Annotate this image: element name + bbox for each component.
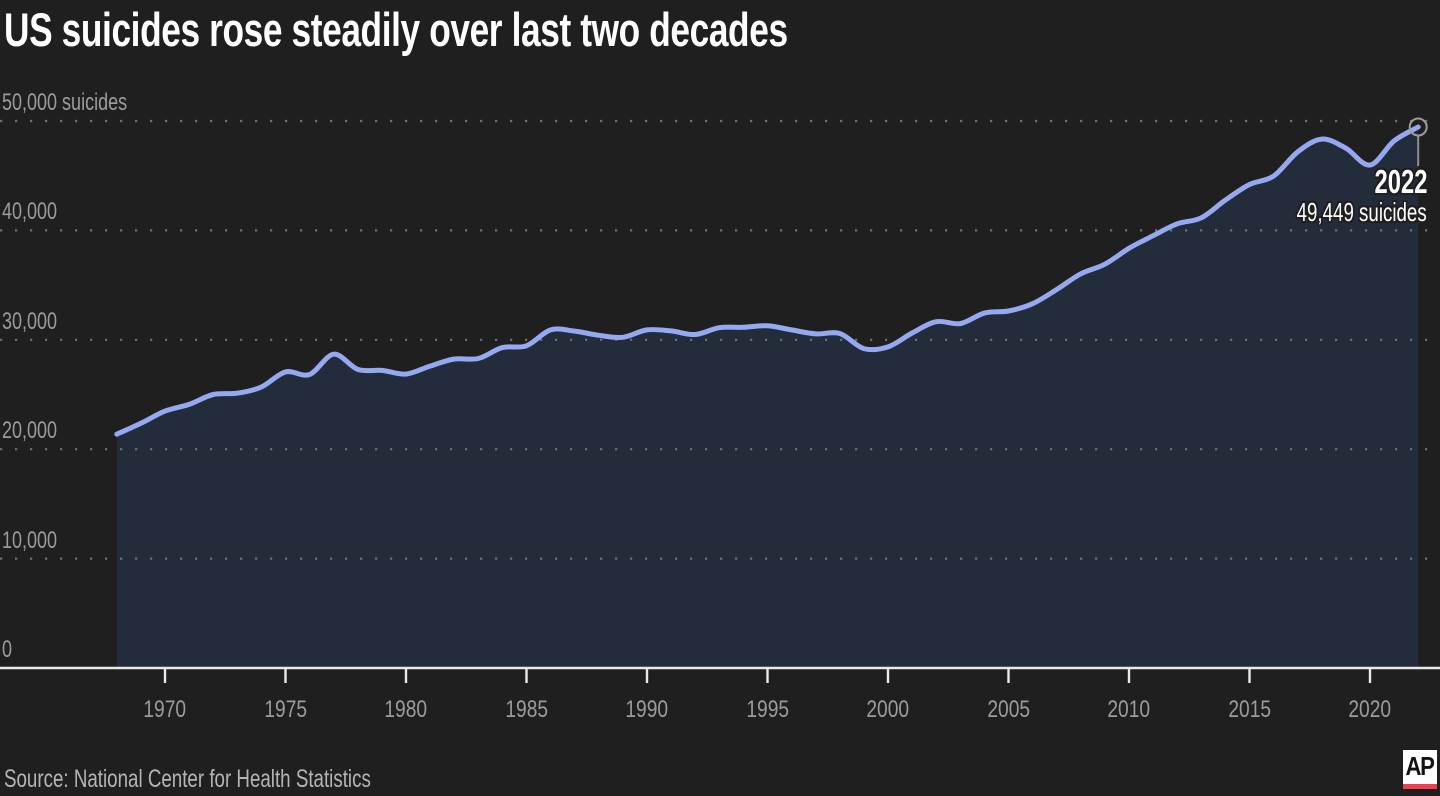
ap-logo-red-stripe bbox=[1403, 784, 1437, 789]
x-axis-label-2015: 2015 bbox=[1228, 696, 1272, 723]
y-axis-label-40000: 40,000 bbox=[2, 198, 58, 225]
annotation-year: 2022 bbox=[1374, 163, 1427, 200]
x-axis-label-1985: 1985 bbox=[505, 696, 549, 723]
area-fill bbox=[116, 127, 1419, 668]
x-axis-label-2010: 2010 bbox=[1107, 696, 1151, 723]
endpoint-marker bbox=[1408, 117, 1428, 137]
chart-title-text: US suicides rose steadily over last two … bbox=[4, 3, 788, 56]
chart-title: US suicides rose steadily over last two … bbox=[4, 2, 1049, 58]
x-axis-label-2020: 2020 bbox=[1348, 696, 1392, 723]
x-axis-label-2000: 2000 bbox=[866, 696, 910, 723]
x-axis-label-1975: 1975 bbox=[264, 696, 308, 723]
y-axis-label-10000: 10,000 bbox=[2, 527, 58, 554]
x-axis-label-1995: 1995 bbox=[746, 696, 790, 723]
y-axis-label-0: 0 bbox=[2, 636, 13, 663]
ap-logo: AP bbox=[1403, 750, 1437, 789]
ap-logo-text: AP bbox=[1405, 751, 1435, 781]
trend-line bbox=[114, 124, 1421, 437]
annotation-value: 49,449 suicides bbox=[1296, 197, 1427, 227]
x-axis-label-1980: 1980 bbox=[384, 696, 428, 723]
x-axis-label-1990: 1990 bbox=[625, 696, 669, 723]
x-axis-label-1970: 1970 bbox=[143, 696, 187, 723]
y-axis-label-20000: 20,000 bbox=[2, 417, 58, 444]
y-axis-label-30000: 30,000 bbox=[2, 308, 58, 335]
x-axis-label-2005: 2005 bbox=[987, 696, 1031, 723]
y-axis-label-50000: 50,000 suicides bbox=[2, 89, 128, 116]
source-attribution: Source: National Center for Health Stati… bbox=[4, 765, 371, 793]
